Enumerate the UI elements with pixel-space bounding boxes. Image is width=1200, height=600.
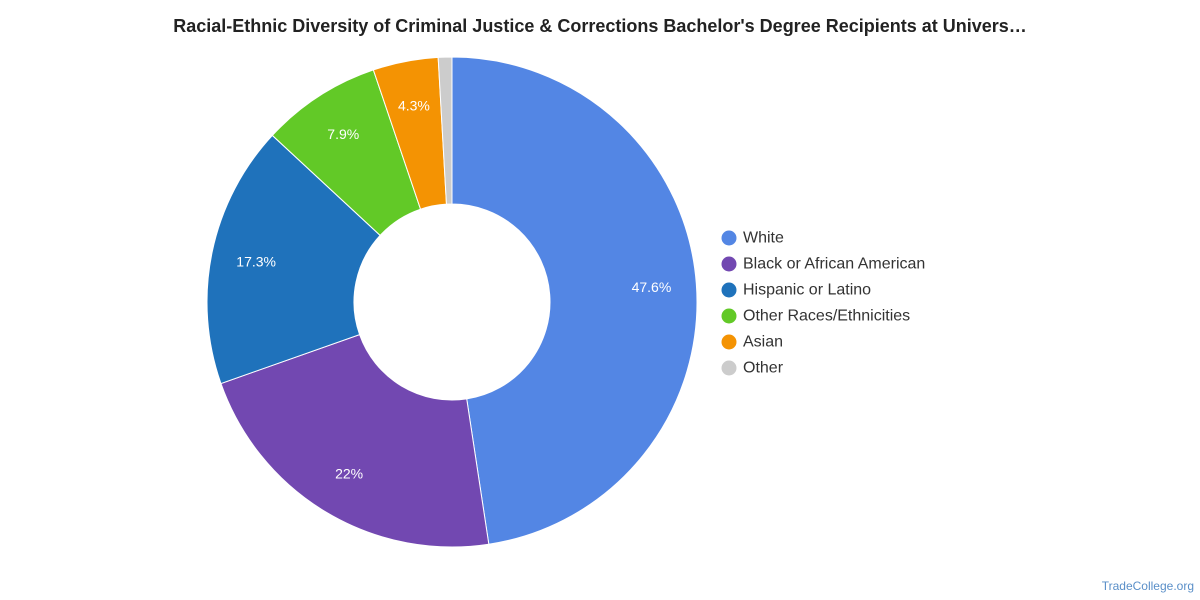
legend-marker-white xyxy=(721,230,737,246)
legend-label-white: White xyxy=(743,230,784,247)
donut-slices xyxy=(206,56,698,548)
legend-marker-asian xyxy=(721,334,737,350)
slice-label-hispanic-or-latino: 17.3% xyxy=(236,253,276,269)
legend: White Black or African American Hispanic o… xyxy=(721,230,926,377)
legend-item-black-or-african-american[interactable]: Black or African American xyxy=(721,256,926,273)
legend-marker-other xyxy=(721,360,737,376)
slice-black-or-african-american[interactable] xyxy=(220,333,490,548)
legend-label-black-or-african-american: Black or African American xyxy=(743,256,925,273)
legend-marker-black-or-african-american xyxy=(721,256,737,272)
slice-hispanic-or-latino[interactable] xyxy=(206,134,381,385)
chart-title: Racial-Ethnic Diversity of Criminal Just… xyxy=(173,16,1027,36)
legend-item-white[interactable]: White xyxy=(721,230,785,247)
legend-label-hispanic-or-latino: Hispanic or Latino xyxy=(743,282,871,299)
legend-marker-hispanic-or-latino xyxy=(721,282,737,298)
slice-labels: 47.6% 22% 17.3% 7.9% 4.3% xyxy=(236,98,671,482)
slice-other[interactable] xyxy=(437,56,453,205)
legend-label-asian: Asian xyxy=(743,334,783,351)
slice-label-asian: 4.3% xyxy=(398,98,430,114)
slice-label-other-races-ethnicities: 7.9% xyxy=(327,126,359,142)
legend-item-hispanic-or-latino[interactable]: Hispanic or Latino xyxy=(721,282,872,299)
legend-item-other-races-ethnicities[interactable]: Other Races/Ethnicities xyxy=(721,308,911,325)
slice-label-white: 47.6% xyxy=(632,279,672,295)
site-watermark[interactable]: TradeCollege.org xyxy=(1101,579,1194,593)
legend-label-other-races-ethnicities: Other Races/Ethnicities xyxy=(743,308,910,325)
slice-white[interactable] xyxy=(451,56,698,545)
legend-item-other[interactable]: Other xyxy=(721,360,784,377)
slice-label-black-or-african-american: 22% xyxy=(335,466,363,482)
legend-item-asian[interactable]: Asian xyxy=(721,334,784,351)
legend-marker-other-races-ethnicities xyxy=(721,308,737,324)
legend-label-other: Other xyxy=(743,360,784,377)
